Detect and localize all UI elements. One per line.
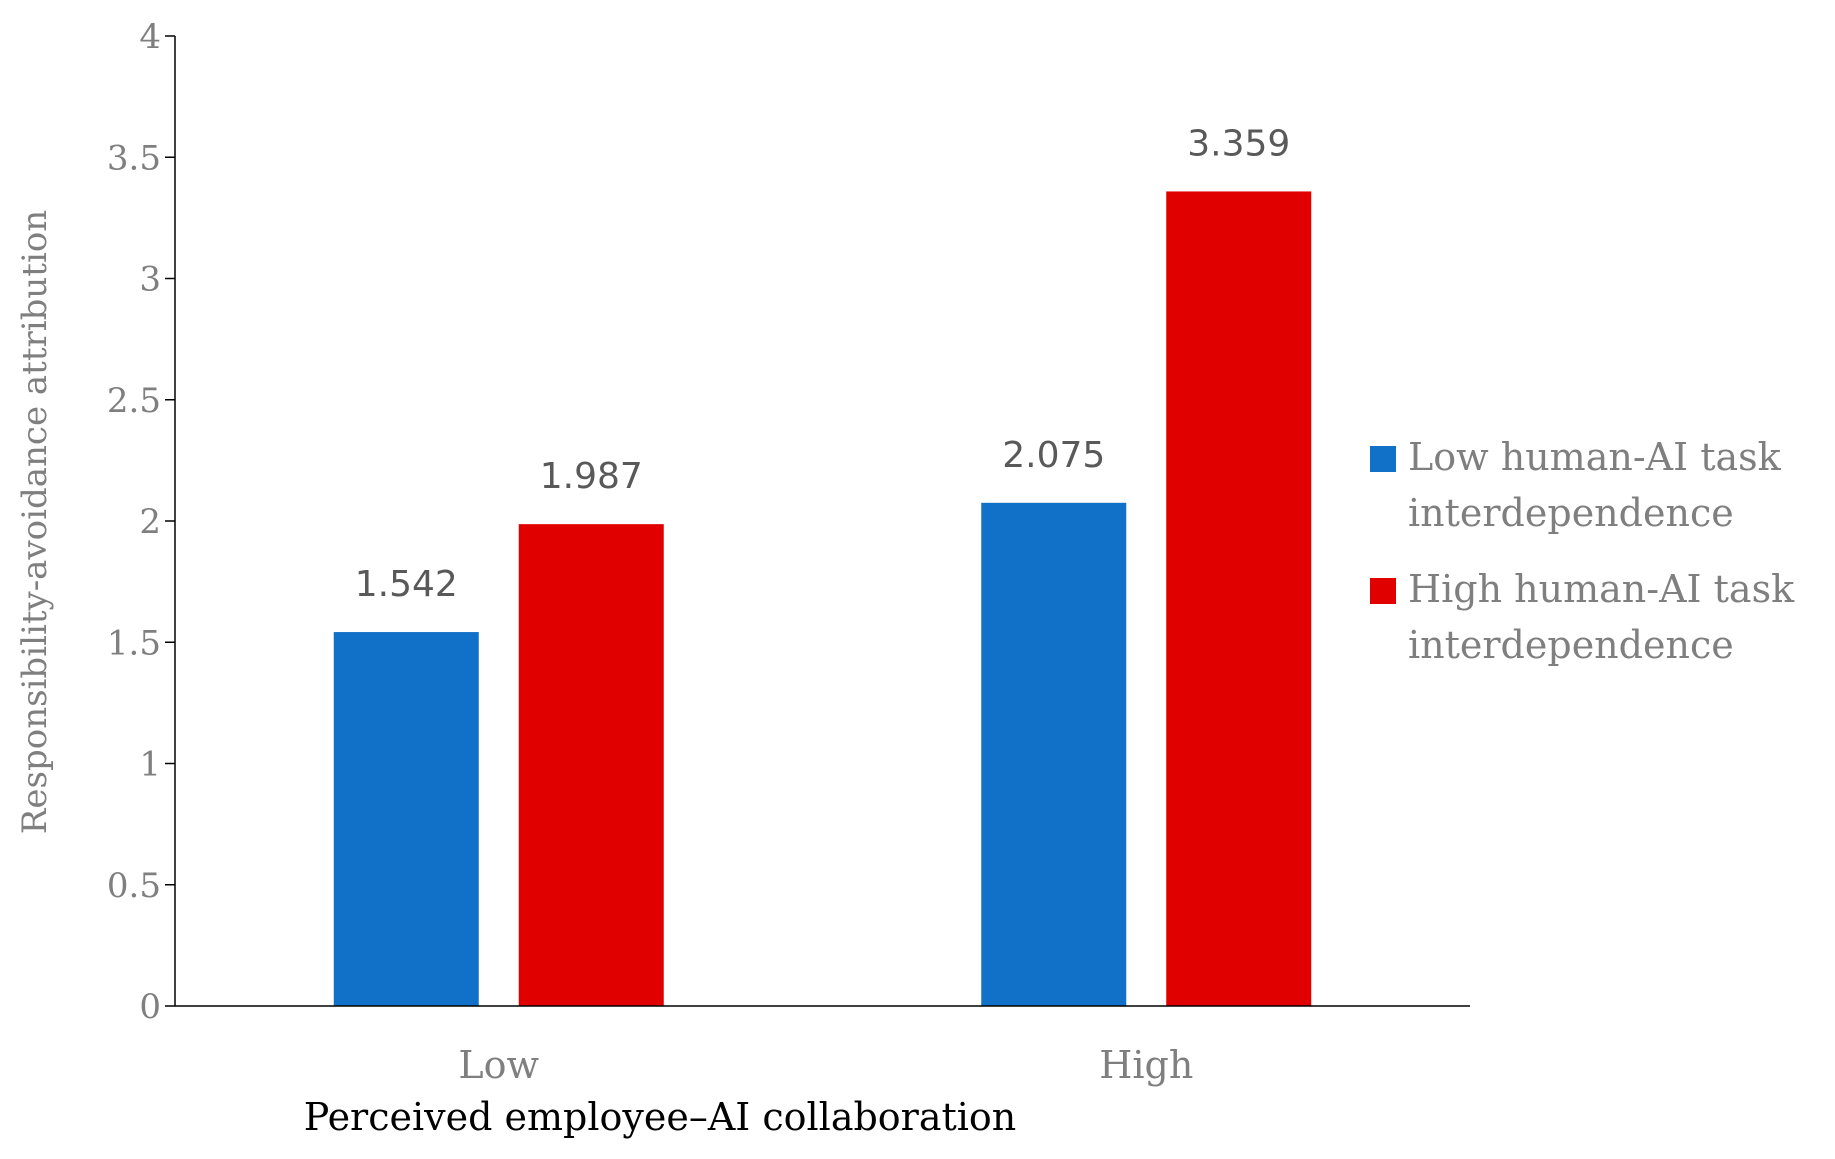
- legend-label-line: interdependence: [1408, 623, 1734, 667]
- data-label: 1.987: [540, 456, 643, 497]
- legend-swatch: [1370, 578, 1396, 604]
- bar: [518, 524, 664, 1006]
- bar: [333, 632, 479, 1006]
- legend-label: Low human-AI task interdependence: [1408, 435, 1782, 535]
- legend-label-line: High human-AI task: [1408, 567, 1795, 611]
- y-tick-label: 4: [139, 17, 161, 57]
- legend-label: High human-AI task interdependence: [1408, 567, 1795, 667]
- y-axis-title: Responsibility-avoidance attribution: [15, 210, 55, 834]
- data-label: 3.359: [1187, 123, 1290, 164]
- y-tick-label: 3.5: [107, 138, 161, 178]
- y-tick-label: 0: [139, 987, 161, 1027]
- x-tick-label: High: [1099, 1043, 1193, 1087]
- y-tick-label: 3: [139, 260, 161, 300]
- y-tick-label: 1: [139, 745, 161, 785]
- y-tick-label: 2.5: [107, 381, 161, 421]
- data-label: 1.542: [355, 564, 458, 605]
- y-tick-label: 2: [139, 502, 161, 542]
- y-axis: 0 0.5 1 1.5 2 2.5 3 3.5 4: [107, 17, 176, 1027]
- bars: [333, 191, 1312, 1006]
- data-labels: 1.542 1.987 2.075 3.359: [355, 123, 1291, 605]
- data-label: 2.075: [1002, 435, 1105, 476]
- legend-label-line: Low human-AI task: [1408, 435, 1782, 479]
- bar: [1166, 191, 1312, 1006]
- y-tick-label: 0.5: [107, 866, 161, 906]
- x-tick-label: Low: [458, 1043, 539, 1087]
- x-axis: Low High: [175, 1005, 1470, 1087]
- x-axis-title: Perceived employee–AI collaboration: [304, 1095, 1017, 1139]
- bar: [981, 502, 1127, 1006]
- legend-swatch: [1370, 446, 1396, 472]
- y-tick-label: 1.5: [107, 623, 161, 663]
- legend-label-line: interdependence: [1408, 491, 1734, 535]
